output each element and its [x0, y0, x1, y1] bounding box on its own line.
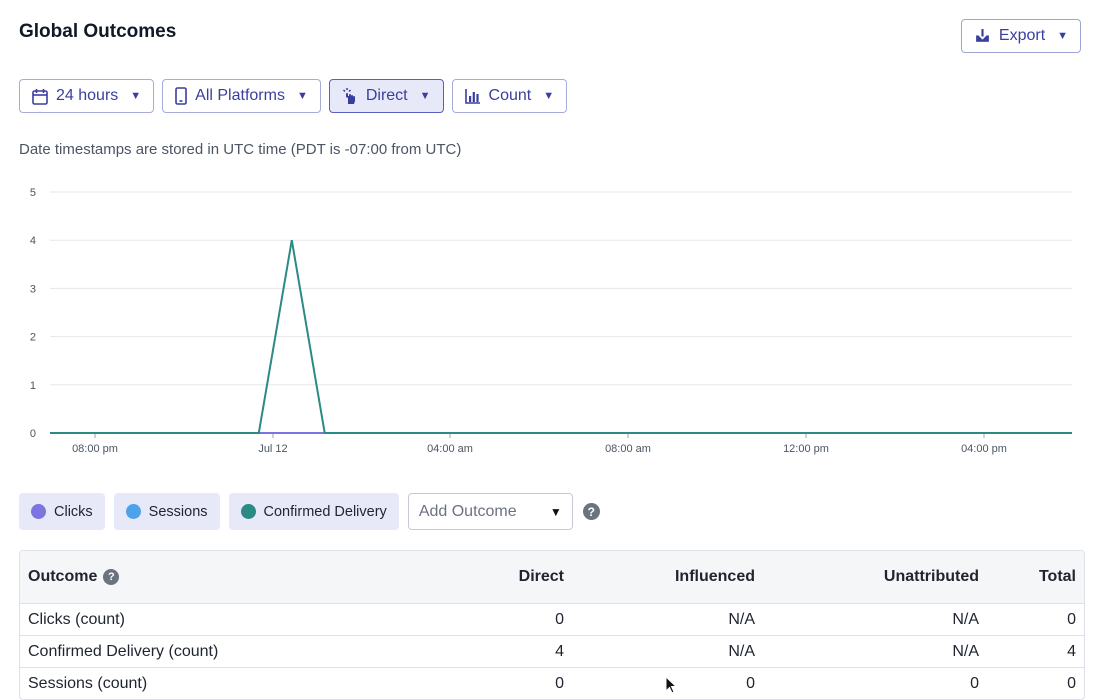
y-tick-label: 1: [30, 380, 36, 392]
y-tick-label: 3: [30, 283, 36, 295]
export-button[interactable]: Export ▼: [961, 19, 1081, 53]
chevron-down-icon: ▼: [549, 504, 562, 519]
column-header-influenced: Influenced: [572, 551, 763, 604]
legend-label: Confirmed Delivery: [263, 503, 387, 520]
unattributed-cell: N/A: [763, 603, 987, 636]
influenced-cell: N/A: [572, 635, 763, 668]
chevron-down-icon: ▼: [1057, 30, 1069, 42]
y-tick-label: 0: [30, 428, 36, 440]
y-tick-label: 4: [30, 235, 36, 247]
outcome-cell: Confirmed Delivery (count): [20, 635, 436, 668]
legend-label: Sessions: [148, 503, 208, 520]
outcome-cell: Sessions (count): [20, 667, 436, 699]
filter-bar: 24 hours ▼ All Platforms ▼ Direct ▼ Coun…: [19, 79, 568, 113]
table-row: Sessions (count) 0 0 0 0: [20, 667, 1084, 699]
column-header-outcome: Outcome?: [20, 551, 436, 604]
direct-cell: 4: [436, 635, 572, 668]
outcomes-chart: 0 1 2 3 4 5 08:00 pm Jul 12 04:00 am 08:00 am 12:0…: [30, 187, 1072, 455]
total-cell: 4: [987, 635, 1084, 668]
time-range-dropdown[interactable]: 24 hours ▼: [19, 79, 155, 113]
table-header-row: Outcome? Direct Influenced Unattributed …: [20, 551, 1084, 604]
y-tick-label: 5: [30, 187, 36, 199]
chevron-down-icon: ▼: [543, 90, 555, 102]
mouse-cursor-icon: [665, 676, 677, 694]
add-outcome-placeholder: Add Outcome: [418, 502, 517, 520]
table-row: Clicks (count) 0 N/A N/A 0: [20, 603, 1084, 636]
influenced-cell: 0: [572, 667, 763, 699]
unattributed-cell: 0: [763, 667, 987, 699]
platform-label: All Platforms: [195, 87, 285, 104]
tap-icon: [342, 88, 355, 104]
column-header-unattributed: Unattributed: [763, 551, 987, 604]
x-tick-label: 12:00 pm: [783, 443, 829, 455]
sessions-color-dot: [125, 504, 141, 519]
calendar-icon: [32, 88, 48, 105]
series-line-confirmed-delivery: [50, 240, 1072, 434]
help-icon[interactable]: ?: [103, 568, 120, 585]
total-cell: 0: [987, 667, 1084, 699]
direct-cell: 0: [436, 603, 572, 636]
x-tick-label: 08:00 am: [605, 443, 651, 455]
x-tick-label: 04:00 am: [427, 443, 473, 455]
metric-dropdown[interactable]: Count ▼: [451, 79, 568, 113]
table-row: Confirmed Delivery (count) 4 N/A N/A 4: [20, 635, 1084, 668]
legend-item-sessions[interactable]: Sessions: [113, 493, 220, 530]
export-label: Export: [998, 27, 1046, 44]
download-icon: [976, 28, 989, 42]
page-title: Global Outcomes: [19, 21, 177, 42]
phone-icon: [175, 87, 187, 105]
column-header-direct: Direct: [436, 551, 572, 604]
attribution-label: Direct: [365, 87, 408, 104]
chevron-down-icon: ▼: [130, 90, 142, 102]
confirmed-delivery-color-dot: [240, 504, 256, 519]
attribution-dropdown[interactable]: Direct ▼: [328, 79, 444, 113]
clicks-color-dot: [31, 504, 46, 519]
y-tick-label: 2: [30, 332, 36, 344]
chevron-down-icon: ▼: [296, 90, 308, 102]
x-tick-label: Jul 12: [258, 443, 287, 455]
legend-item-clicks[interactable]: Clicks: [19, 493, 105, 530]
unattributed-cell: N/A: [763, 635, 987, 668]
outcome-cell: Clicks (count): [20, 603, 436, 636]
help-icon[interactable]: ?: [582, 503, 600, 520]
total-cell: 0: [987, 603, 1084, 636]
column-header-total: Total: [987, 551, 1084, 604]
chevron-down-icon: ▼: [419, 90, 431, 102]
outcomes-table: Outcome? Direct Influenced Unattributed …: [19, 550, 1085, 700]
x-tick-label: 04:00 pm: [961, 443, 1007, 455]
x-tick-label: 08:00 pm: [72, 443, 118, 455]
legend-label: Clicks: [54, 503, 93, 520]
influenced-cell: N/A: [572, 603, 763, 636]
legend-item-confirmed-delivery[interactable]: Confirmed Delivery: [228, 493, 399, 530]
time-range-label: 24 hours: [56, 87, 119, 104]
add-outcome-select[interactable]: Add Outcome ▼: [407, 493, 573, 530]
platform-dropdown[interactable]: All Platforms ▼: [162, 79, 321, 113]
metric-label: Count: [488, 87, 532, 104]
legend: Clicks Sessions Confirmed Delivery Add O…: [19, 493, 600, 530]
bar-chart-icon: [464, 89, 480, 104]
direct-cell: 0: [436, 667, 572, 699]
timezone-note: Date timestamps are stored in UTC time (…: [19, 141, 462, 158]
